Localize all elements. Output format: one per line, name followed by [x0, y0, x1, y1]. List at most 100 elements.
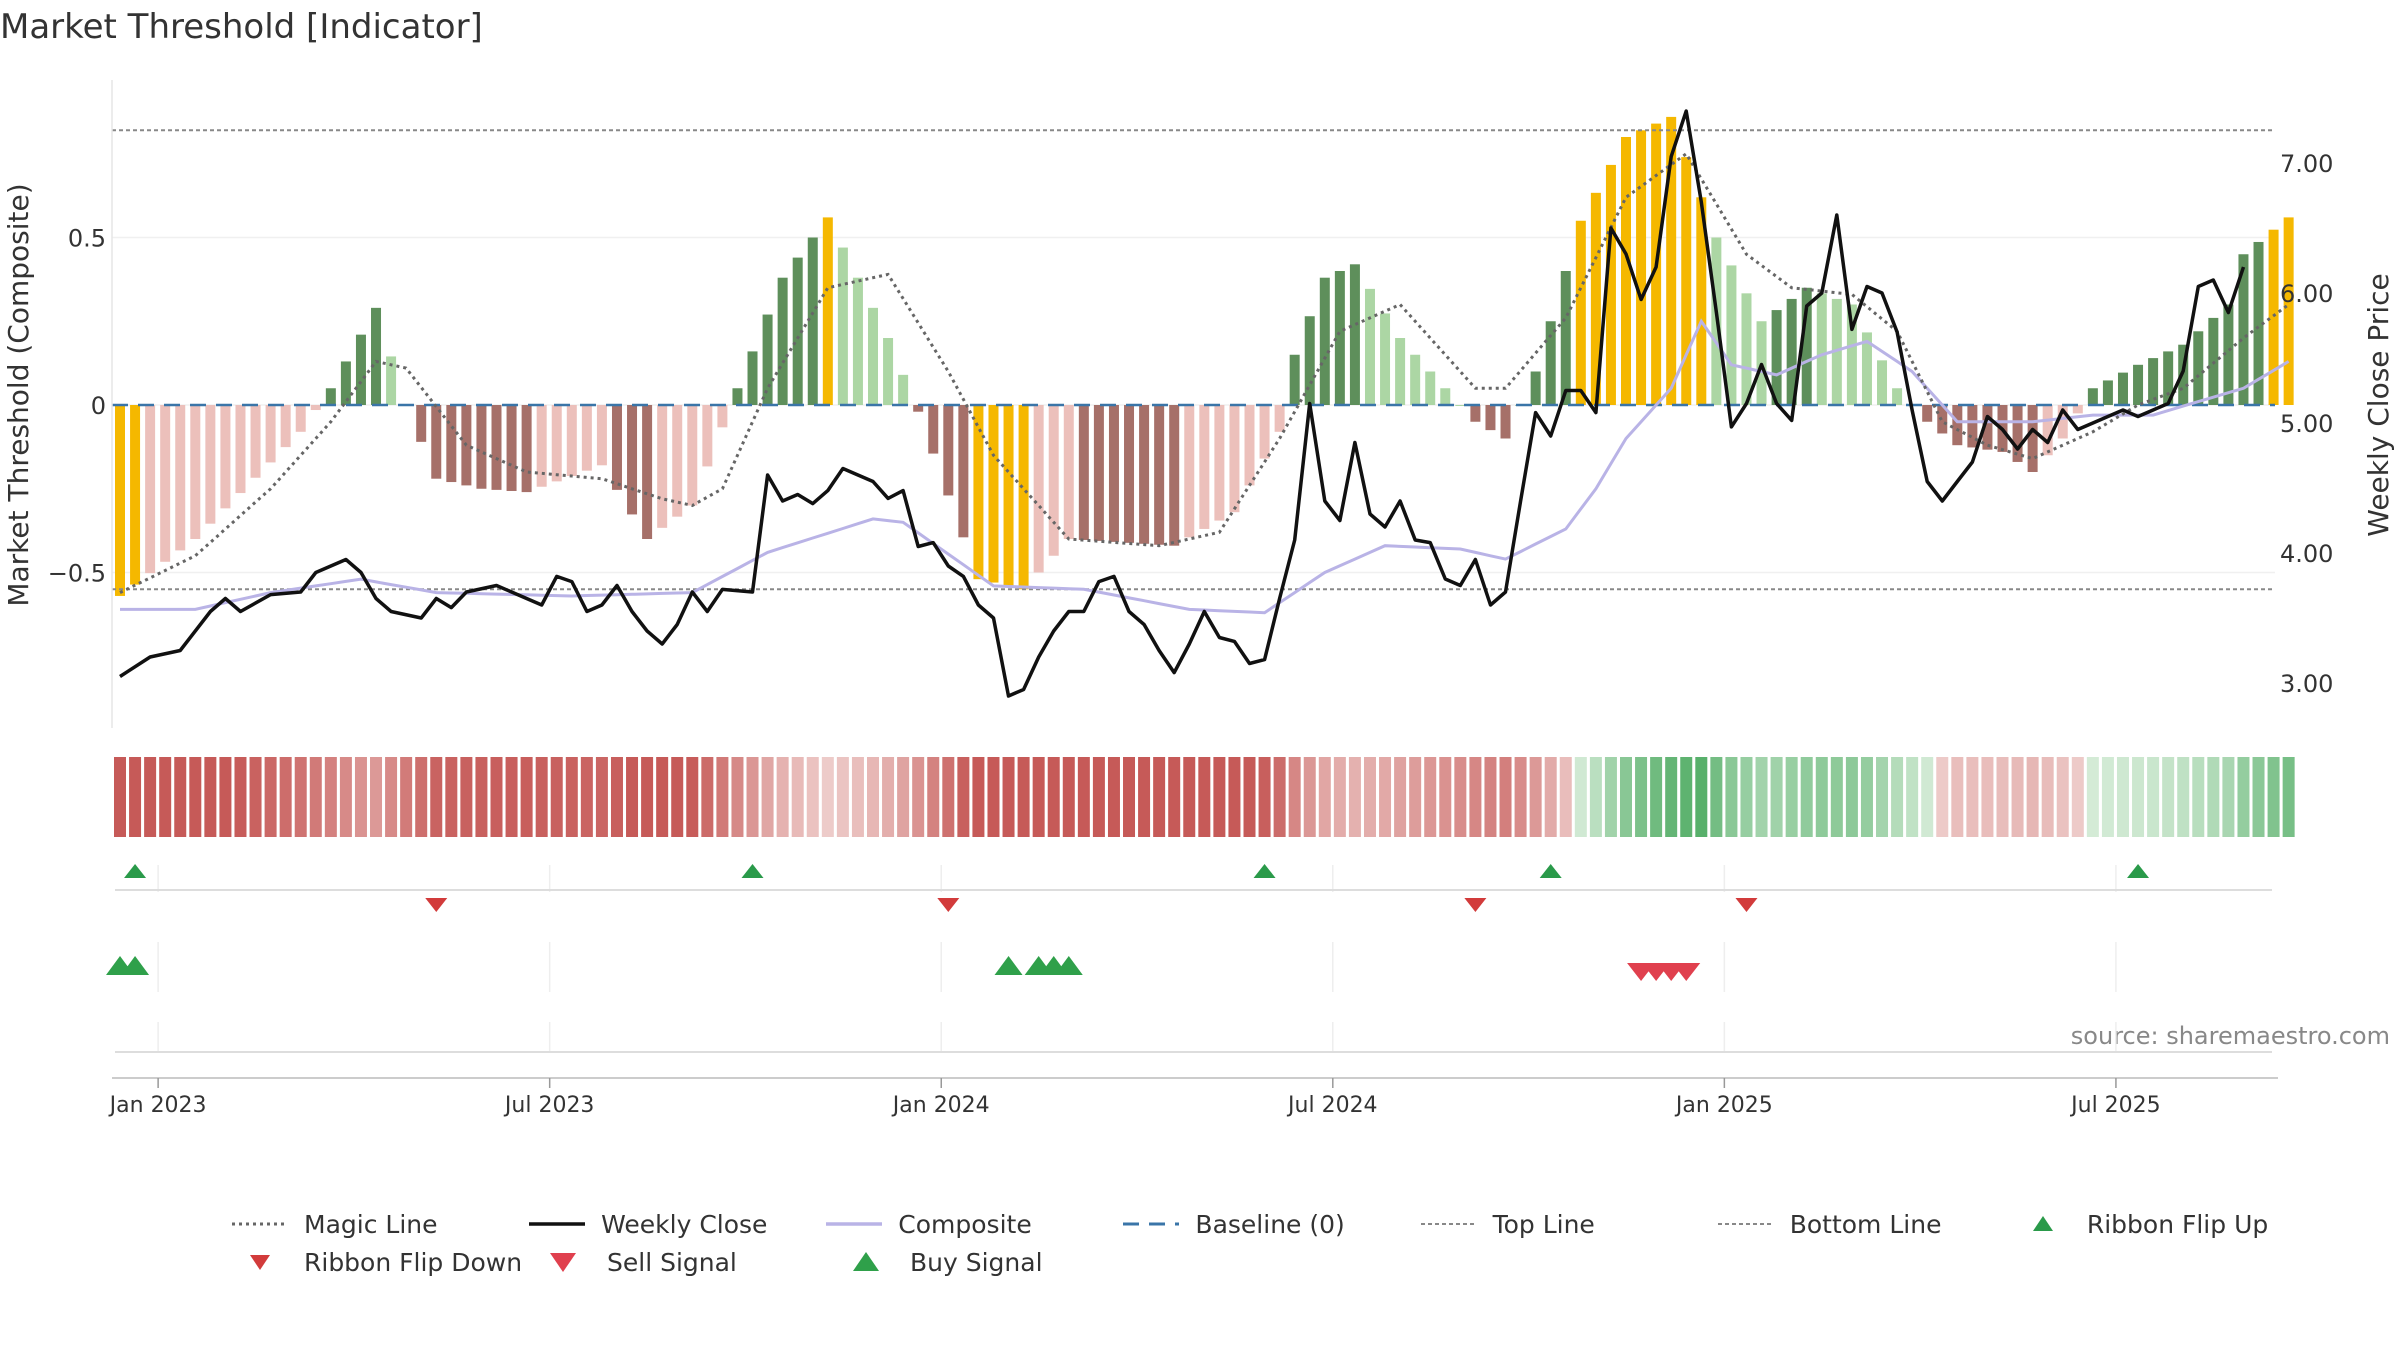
buy-signal-swatch — [853, 1252, 879, 1271]
left-tick-label: 0.5 — [68, 225, 106, 253]
ribbon-cell — [1680, 757, 1693, 837]
composite-bar — [1319, 277, 1330, 405]
composite-bar — [747, 351, 758, 405]
ribbon-cell — [1183, 757, 1196, 837]
legend-item-top-line: Top Line — [1419, 1210, 1716, 1239]
ribbon-cell — [2041, 757, 2054, 837]
composite-bar — [822, 217, 833, 405]
composite-bar — [220, 405, 231, 509]
composite-bar — [2027, 405, 2038, 472]
ribbon-cell — [1891, 757, 1904, 837]
composite-bar — [1304, 316, 1315, 405]
ribbon-cell — [219, 757, 232, 837]
composite-bar — [1395, 338, 1406, 405]
ribbon-cell — [370, 757, 383, 837]
composite-bar — [2117, 372, 2128, 405]
legend-label: Top Line — [1492, 1209, 1595, 1239]
ribbon-cell — [1770, 757, 1783, 837]
composite-bar — [416, 405, 427, 442]
composite-bar — [2223, 304, 2234, 405]
composite-bars — [115, 116, 2294, 596]
ribbon-flip-down-swatch — [250, 1255, 270, 1270]
ribbon-cell — [1544, 757, 1557, 837]
ribbon-cell — [2147, 757, 2160, 837]
ribbon-cell — [1243, 757, 1256, 837]
legend-label: Ribbon Flip Down — [304, 1247, 523, 1277]
ribbon-cell — [144, 757, 157, 837]
composite-bar — [2057, 405, 2068, 439]
ribbon-cell — [1333, 757, 1346, 837]
ribbon-cell — [1394, 757, 1407, 837]
composite-bar — [2163, 351, 2174, 405]
ribbon-cell — [1785, 757, 1798, 837]
right-tick-label: 3.00 — [2280, 670, 2333, 698]
ribbon-cell — [1725, 757, 1738, 837]
sell-signal-swatch — [550, 1253, 576, 1272]
right-axis-label: Weekly Close Price — [2362, 273, 2395, 536]
legend-item-sell-signal: Sell Signal — [533, 1248, 836, 1277]
legend-item-bottom-line: Bottom Line — [1716, 1210, 2013, 1239]
composite-bar — [1274, 405, 1285, 432]
ribbon-cell — [1800, 757, 1813, 837]
ribbon-cell — [1981, 757, 1994, 837]
ribbon-cell — [1379, 757, 1392, 837]
composite-bar — [807, 237, 818, 405]
ribbon-cell — [2101, 757, 2114, 837]
buy-signal-marker — [121, 956, 150, 975]
ribbon-cell — [1318, 757, 1331, 837]
composite-bar — [1259, 405, 1270, 459]
legend-item-ribbon-flip-up: Ribbon Flip Up — [2013, 1210, 2310, 1239]
composite-bar — [521, 405, 532, 493]
ribbon-cell — [686, 757, 699, 837]
composite-bar — [1861, 332, 1872, 405]
ribbon-flip-down-marker — [425, 898, 448, 912]
composite-bar — [596, 405, 607, 466]
right-tick-label: 7.00 — [2280, 150, 2333, 178]
ribbon-cell — [897, 757, 910, 837]
ribbon-cell — [1996, 757, 2009, 837]
ribbon-cell — [1695, 757, 1708, 837]
ribbon-cell — [1650, 757, 1663, 837]
ribbon-cell — [927, 757, 940, 837]
ribbon-cell — [1228, 757, 1241, 837]
legend-row: Ribbon Flip Down Sell Signal Buy Signal — [230, 1243, 2310, 1281]
composite-bar — [1575, 220, 1586, 405]
ribbon-cell — [626, 757, 639, 837]
composite-bar — [1364, 288, 1375, 405]
composite-bar — [160, 405, 171, 562]
ribbon-flip-up-swatch — [2032, 1216, 2053, 1231]
ribbon-cell — [1153, 757, 1166, 837]
composite-bar — [2102, 380, 2113, 405]
composite-bar — [536, 405, 547, 487]
legend-row: Magic Line Weekly Close Composite Baseli… — [230, 1205, 2310, 1243]
composite-bar — [1726, 265, 1737, 405]
composite-bar — [295, 405, 306, 432]
composite-bar — [1003, 405, 1014, 586]
ribbon-cell — [1017, 757, 1030, 837]
composite-bar — [958, 405, 969, 538]
ribbon-cell — [1092, 757, 1105, 837]
composite-bar — [1078, 405, 1089, 540]
x-tick-label: Jul 2024 — [1286, 1093, 1378, 1118]
composite-bar — [1199, 405, 1210, 529]
composite-bar — [1741, 293, 1752, 405]
composite-bar — [265, 405, 276, 463]
ribbon-cell — [385, 757, 398, 837]
composite-bar — [973, 405, 984, 580]
ribbon-cell — [1710, 757, 1723, 837]
composite-bar — [2133, 364, 2144, 405]
ribbon-cell — [1258, 757, 1271, 837]
ribbon-cell — [550, 757, 563, 837]
ribbon-cell — [882, 757, 895, 837]
composite-bar — [1380, 313, 1391, 405]
ribbon-cell — [1514, 757, 1527, 837]
ribbon-cell — [2267, 757, 2280, 837]
bottom-line-swatch — [1717, 1223, 1774, 1225]
ribbon-flip-up-marker — [741, 864, 764, 878]
legend-label: Weekly Close — [601, 1209, 768, 1239]
composite-bar — [310, 405, 321, 411]
composite-bar — [792, 257, 803, 405]
ribbon-flip-up-marker — [1253, 864, 1276, 878]
ribbon-cell — [159, 757, 172, 837]
composite-bar — [868, 307, 878, 405]
